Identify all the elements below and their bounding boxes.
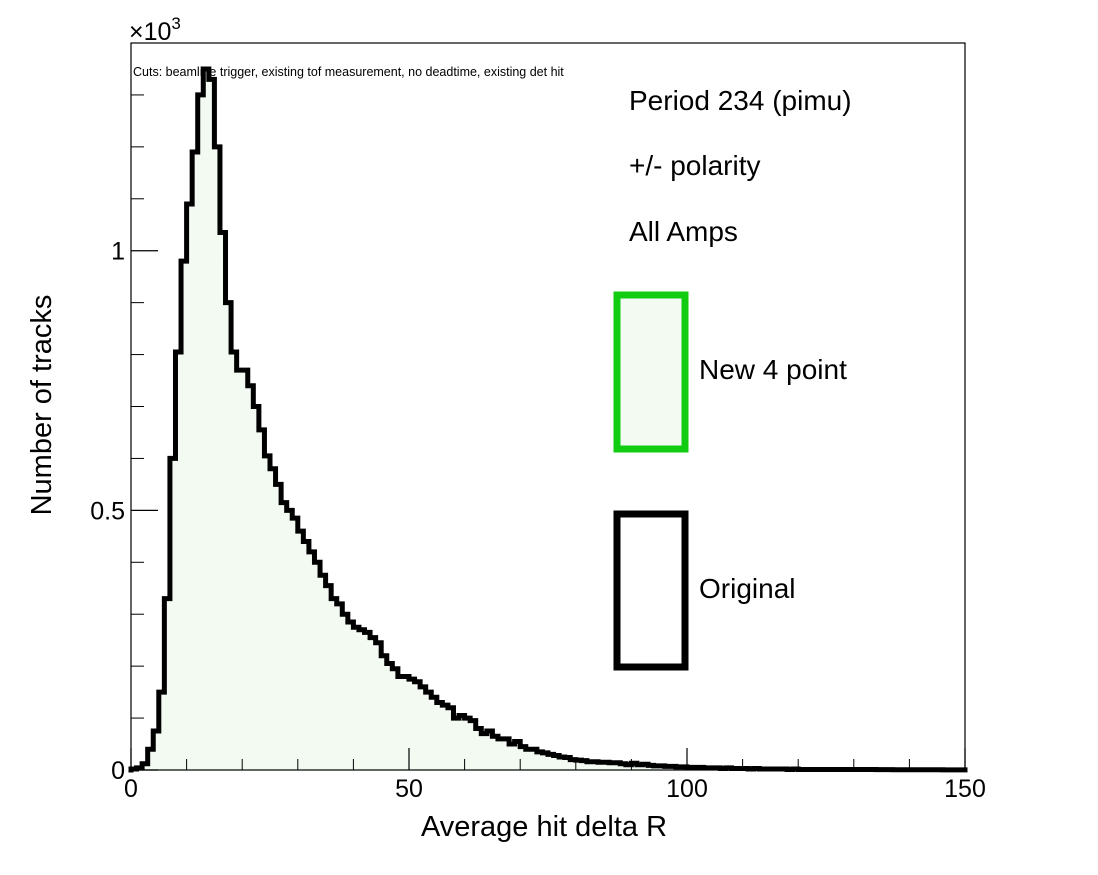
- x-tick-label: 100: [666, 775, 708, 803]
- y-tick-label: 0: [111, 757, 125, 785]
- y-multiplier-exponent: 3: [171, 14, 180, 33]
- y-tick-label: 1: [111, 238, 125, 266]
- info-notes: Period 234 (pimu) +/- polarity All Amps: [629, 85, 852, 247]
- histogram-outline-1: [128, 66, 968, 773]
- legend-label: New 4 point: [699, 354, 847, 385]
- cuts-note: Cuts: beamline trigger, existing tof mea…: [133, 65, 564, 79]
- x-tick-label: 50: [395, 775, 423, 803]
- info-line: Period 234 (pimu): [629, 85, 852, 116]
- y-multiplier: ×103: [129, 14, 181, 46]
- y-tick-label: 0.5: [90, 497, 125, 525]
- legend-swatch: [613, 291, 689, 453]
- x-tick-label: 150: [944, 775, 986, 803]
- info-line: All Amps: [629, 216, 738, 247]
- x-tick-label: 0: [124, 775, 138, 803]
- histogram-fill: [131, 68, 965, 770]
- legend-label: Original: [699, 573, 795, 604]
- y-axis-title: Number of tracks: [26, 295, 58, 516]
- info-line: +/- polarity: [629, 150, 761, 181]
- legend: New 4 point Original: [613, 291, 847, 671]
- y-multiplier-base: ×10: [129, 18, 171, 46]
- x-axis-ticks: 0 50 100 150: [124, 748, 986, 803]
- histogram-layer: [128, 66, 968, 773]
- x-axis-title: Average hit delta R: [421, 811, 667, 843]
- legend-swatch: [613, 510, 689, 671]
- y-axis-ticks: 00.51: [90, 94, 158, 785]
